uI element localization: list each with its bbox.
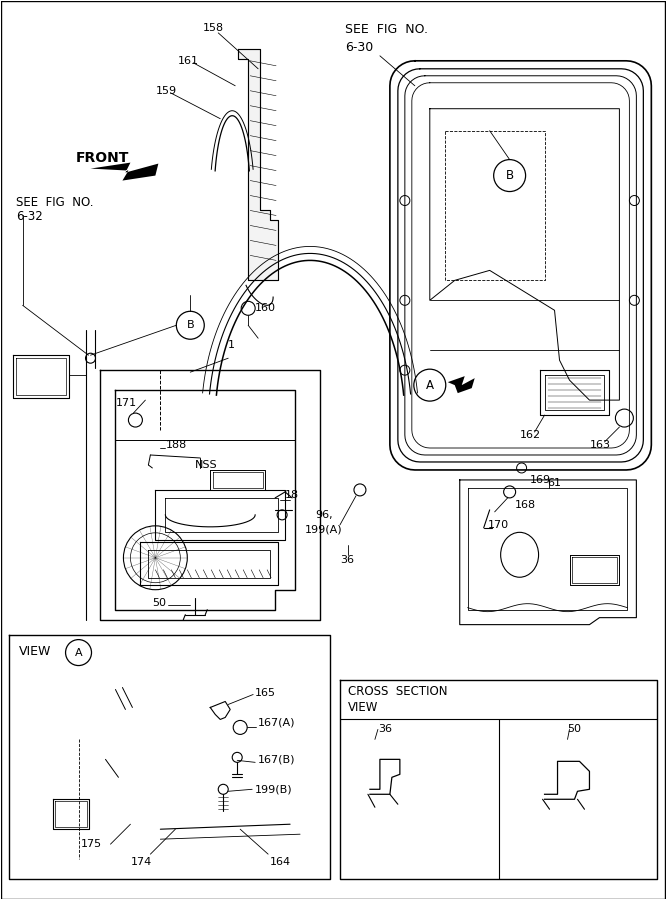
Text: 161: 161 (178, 56, 199, 66)
Text: 199(A): 199(A) (305, 525, 343, 535)
Text: 6-30: 6-30 (345, 40, 374, 54)
Text: 36: 36 (340, 554, 354, 565)
Text: 167(B): 167(B) (258, 754, 295, 764)
Text: 164: 164 (270, 857, 291, 868)
Text: 169: 169 (530, 475, 551, 485)
Text: 174: 174 (131, 857, 151, 868)
Text: 50: 50 (568, 724, 582, 734)
Text: A: A (75, 648, 82, 658)
Text: CROSS  SECTION: CROSS SECTION (348, 685, 448, 698)
Text: 188: 188 (165, 440, 187, 450)
Text: 199(B): 199(B) (255, 784, 293, 795)
Text: 1: 1 (228, 340, 235, 350)
Text: 175: 175 (81, 839, 101, 850)
Text: 165: 165 (255, 688, 276, 698)
Text: 163: 163 (590, 440, 610, 450)
Text: B: B (187, 320, 194, 330)
Text: A: A (426, 379, 434, 392)
Text: 162: 162 (520, 430, 541, 440)
Polygon shape (91, 163, 158, 181)
Text: 50: 50 (152, 598, 166, 608)
Text: 18: 18 (285, 490, 299, 500)
Polygon shape (448, 376, 475, 393)
Text: 167(A): 167(A) (258, 717, 295, 727)
Text: 6-32: 6-32 (15, 211, 43, 223)
Text: 96,: 96, (315, 510, 333, 520)
Text: NSS: NSS (195, 460, 218, 470)
Text: 158: 158 (203, 22, 224, 33)
Text: VIEW: VIEW (19, 644, 51, 658)
Text: VIEW: VIEW (348, 701, 378, 715)
Text: SEE  FIG  NO.: SEE FIG NO. (345, 22, 428, 36)
Text: FRONT: FRONT (75, 150, 129, 165)
Text: 160: 160 (255, 303, 276, 313)
Text: 171: 171 (115, 398, 137, 408)
Text: SEE  FIG  NO.: SEE FIG NO. (15, 195, 93, 209)
Text: 170: 170 (488, 520, 509, 530)
Text: 159: 159 (155, 86, 177, 95)
Text: B: B (506, 169, 514, 182)
Text: 168: 168 (515, 500, 536, 510)
Polygon shape (238, 49, 278, 281)
Text: 61: 61 (548, 478, 562, 488)
Text: 36: 36 (378, 724, 392, 734)
